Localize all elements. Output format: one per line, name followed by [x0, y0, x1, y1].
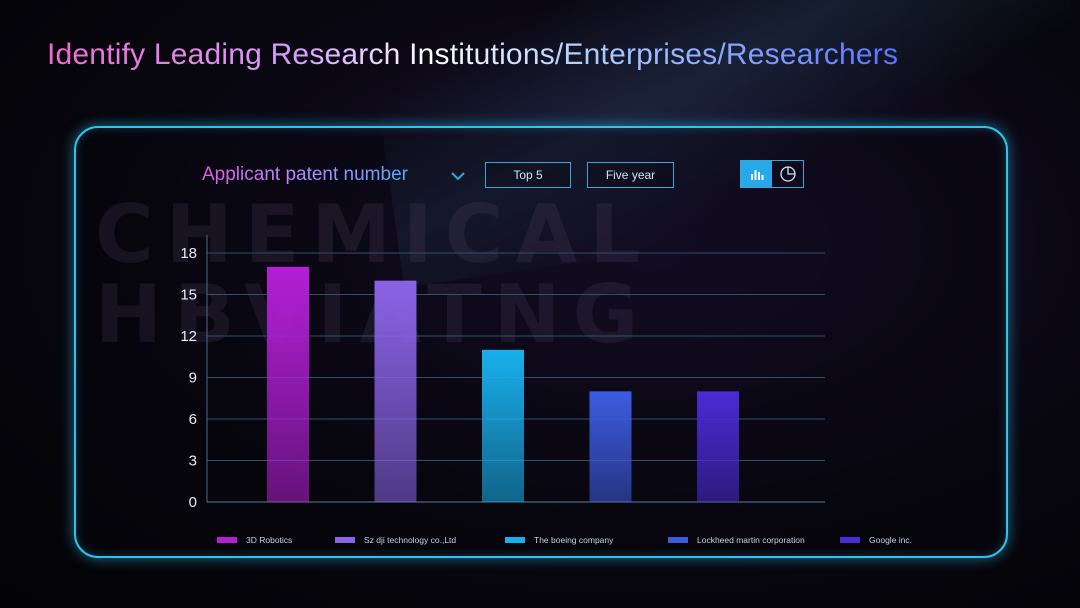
y-tick-label: 0 — [189, 494, 197, 511]
bar-chart-toggle[interactable] — [741, 161, 772, 187]
bar-chart-icon — [750, 170, 763, 180]
y-tick-label: 15 — [180, 287, 197, 304]
legend-item[interactable]: Lockheed martin corporation — [668, 535, 805, 545]
bar[interactable] — [267, 266, 309, 502]
bar[interactable] — [482, 349, 524, 502]
legend-label: The boeing company — [534, 535, 614, 545]
y-tick-label: 3 — [189, 453, 197, 470]
legend-item[interactable]: Google inc. — [840, 535, 912, 545]
legend-item[interactable]: 3D Robotics — [217, 535, 292, 545]
top-filter-button[interactable]: Top 5 — [485, 162, 571, 188]
bar[interactable] — [589, 391, 632, 502]
chevron-down-icon[interactable] — [448, 166, 468, 186]
legend-label: Lockheed martin corporation — [697, 535, 805, 545]
period-filter-button[interactable]: Five year — [587, 162, 674, 188]
chart-legend: 3D Robotics Sz dji technology co.,Ltd Th… — [0, 535, 1080, 549]
y-tick-label: 12 — [180, 328, 197, 345]
bar[interactable] — [697, 391, 739, 502]
chart-type-toggle — [740, 160, 804, 188]
metric-selector[interactable]: Applicant patent number — [202, 164, 408, 185]
y-tick-label: 18 — [180, 245, 197, 262]
legend-swatch — [840, 537, 860, 543]
legend-swatch — [335, 537, 355, 543]
bar[interactable] — [374, 280, 417, 502]
legend-label: Sz dji technology co.,Ltd — [364, 535, 457, 545]
legend-swatch — [505, 537, 525, 543]
legend-label: 3D Robotics — [246, 535, 293, 545]
legend-swatch — [217, 537, 237, 543]
legend-label: Google inc. — [869, 535, 912, 545]
y-tick-label: 6 — [189, 411, 197, 428]
legend-item[interactable]: The boeing company — [505, 535, 613, 545]
legend-item[interactable]: Sz dji technology co.,Ltd — [335, 535, 456, 545]
page-title: Identify Leading Research Institutions/E… — [47, 38, 899, 71]
pie-chart-toggle[interactable] — [772, 161, 803, 187]
pie-chart-icon — [779, 166, 796, 182]
chart-panel — [74, 126, 1008, 558]
y-tick-label: 9 — [189, 370, 197, 387]
legend-swatch — [668, 537, 688, 543]
